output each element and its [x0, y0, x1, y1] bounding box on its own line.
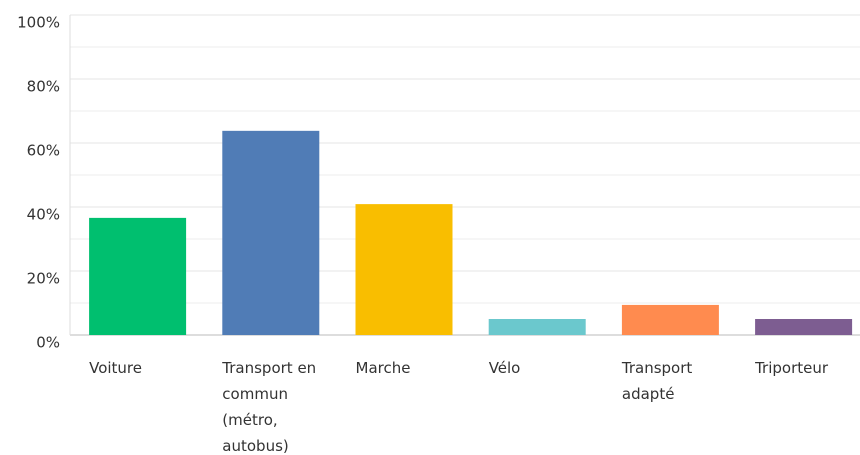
bar: [89, 217, 187, 335]
x-tick-label: Triporteur: [755, 359, 829, 377]
bar: [355, 204, 453, 335]
x-tick-label: Transport adapté: [621, 359, 693, 403]
x-tick-label: Vélo: [488, 359, 521, 377]
y-tick-label: 100%: [17, 14, 60, 32]
bar: [222, 130, 320, 335]
bar: [755, 319, 853, 335]
y-tick-label: 80%: [27, 78, 60, 96]
bar: [488, 319, 586, 335]
y-tick-label: 0%: [36, 334, 60, 352]
y-tick-label: 60%: [27, 142, 60, 160]
x-tick-label: Voiture: [89, 359, 142, 377]
x-tick-label: Transport en commun (métro, autobus): [222, 359, 317, 455]
bar: [621, 304, 719, 335]
y-tick-label: 20%: [27, 270, 60, 288]
x-tick-label: Marche: [355, 359, 411, 377]
y-tick-label: 40%: [27, 206, 60, 224]
